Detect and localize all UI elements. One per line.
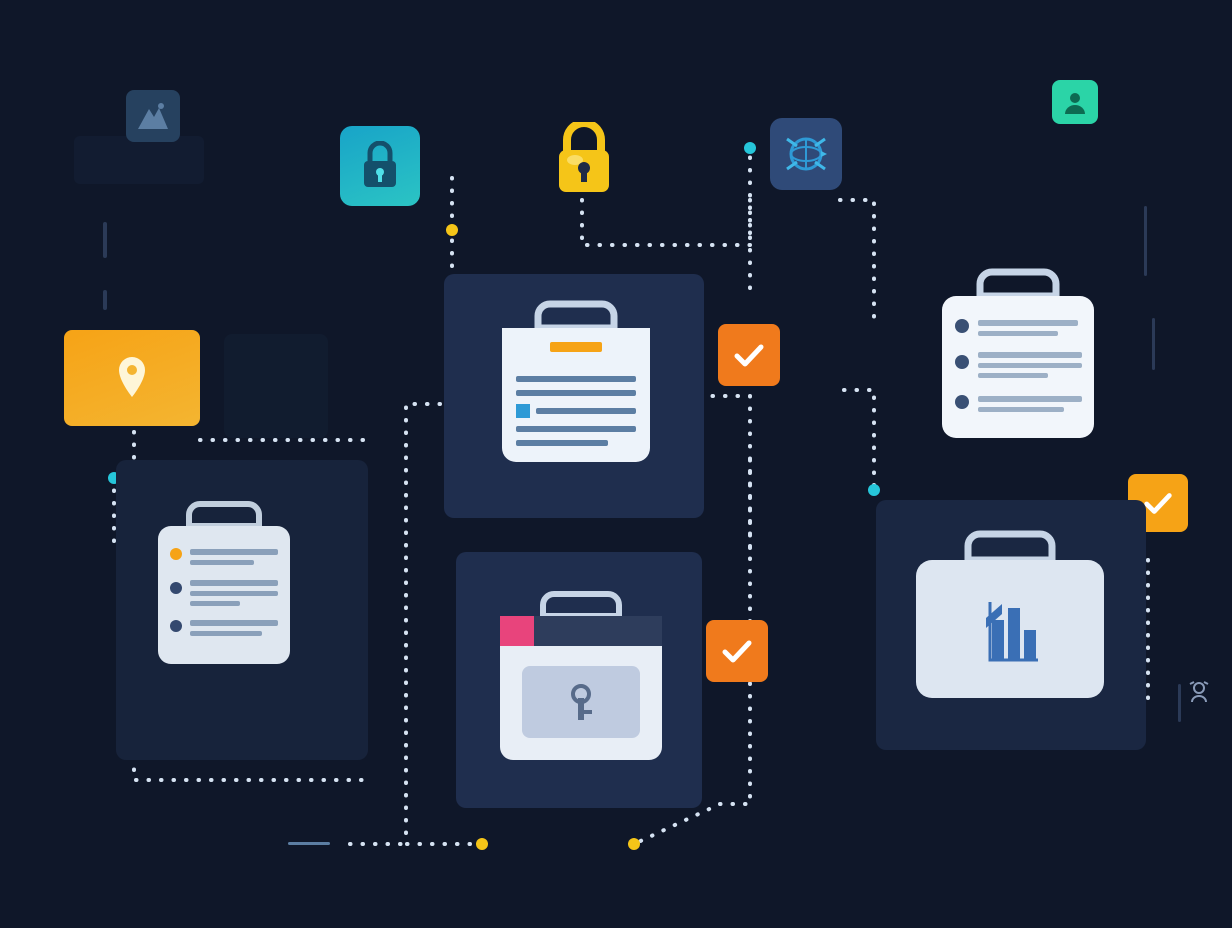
task-list-icon xyxy=(150,500,298,670)
globe-icon xyxy=(770,118,842,190)
vault-icon xyxy=(490,590,672,766)
location-card-icon xyxy=(64,330,200,426)
decoration-bottom_dash xyxy=(288,842,330,845)
diagram-canvas: { "canvas": { "width": 1232, "height": 9… xyxy=(0,0,1232,928)
ghost-box xyxy=(74,136,204,184)
list-document-icon xyxy=(932,268,1104,444)
decoration-right_tick_3 xyxy=(1178,684,1181,722)
user-icon xyxy=(1052,80,1098,124)
lock-icon xyxy=(553,122,615,196)
briefcase-chart-icon xyxy=(908,530,1112,704)
document-icon xyxy=(492,300,660,468)
decoration-left_tick_2 xyxy=(103,290,107,310)
mountain-icon xyxy=(126,90,180,142)
ghost-square xyxy=(224,334,328,438)
decoration-left_tick_1 xyxy=(103,222,107,258)
decoration-right_tick_1 xyxy=(1144,206,1147,276)
lock-tile-icon xyxy=(340,126,420,206)
check-icon xyxy=(718,324,780,386)
decoration-right_tick_2 xyxy=(1152,318,1155,370)
decoration-glyph xyxy=(1188,680,1210,704)
check-icon xyxy=(706,620,768,682)
